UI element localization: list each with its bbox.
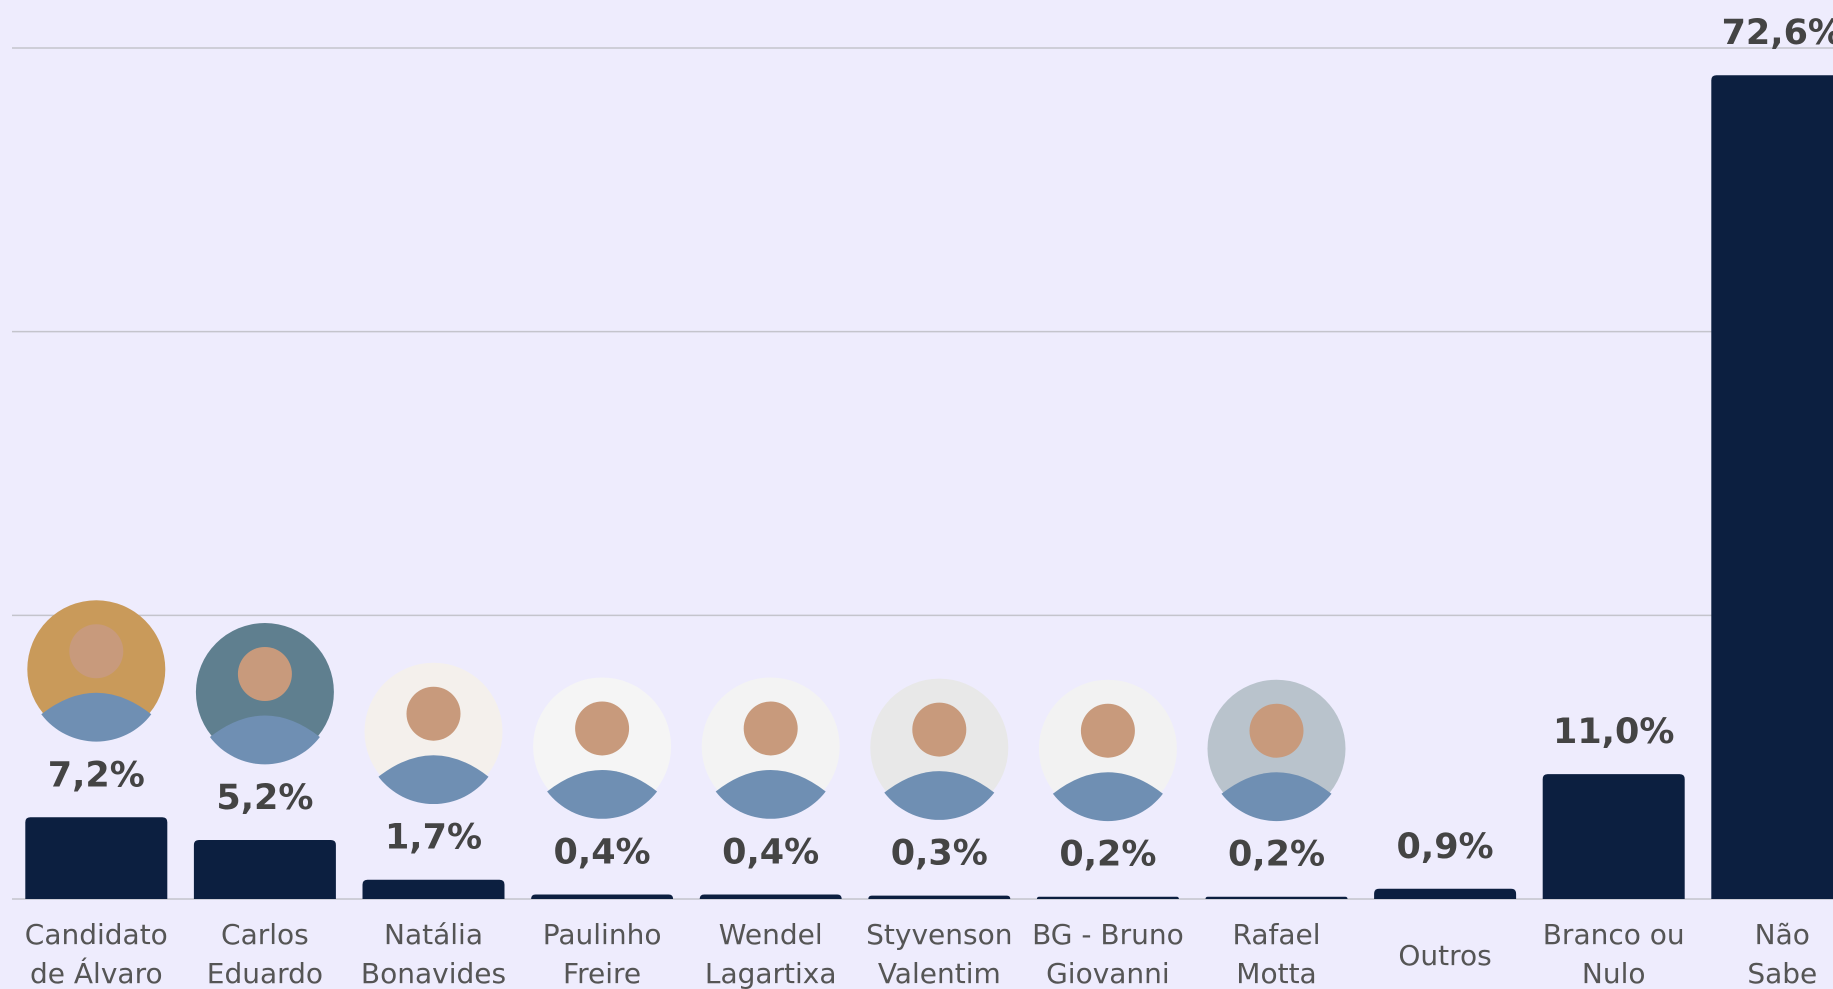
x-tick-label: Natália: [384, 918, 483, 951]
photo-head: [912, 702, 967, 757]
photo-head: [237, 646, 292, 701]
photo-head: [1080, 703, 1135, 758]
photo-head: [575, 701, 630, 756]
candidate-photo: [364, 662, 503, 805]
bar: [1205, 896, 1348, 899]
bar: [531, 894, 674, 899]
x-tick-label: Outros: [1398, 939, 1491, 972]
x-tick-label: BG - Bruno: [1032, 918, 1184, 951]
value-label: 0,3%: [891, 834, 988, 874]
photo-body: [1052, 772, 1163, 822]
photo-head: [406, 686, 461, 741]
photo-body: [209, 715, 320, 765]
x-tick-label: Giovanni: [1046, 957, 1170, 989]
x-tick-label: Eduardo: [207, 957, 323, 989]
x-tick-label: Não: [1755, 918, 1810, 951]
value-label: 72,6%: [1722, 13, 1833, 53]
candidate-photo: [1038, 679, 1177, 822]
value-label: 0,4%: [722, 832, 819, 872]
bar: [1036, 896, 1179, 899]
x-tick-label: Paulinho: [543, 918, 662, 951]
photo-body: [884, 771, 995, 820]
x-tick-label: Lagartixa: [705, 957, 837, 989]
x-tick-label: Styvenson: [866, 918, 1012, 951]
candidate-photo: [195, 622, 334, 765]
bar: [362, 879, 505, 899]
candidate-photo: [701, 677, 840, 819]
photo-body: [1221, 772, 1332, 822]
x-tick-label: Wendel: [719, 918, 823, 951]
x-tick-label: Sabe: [1747, 957, 1817, 989]
bar: [699, 894, 842, 899]
bar: [1542, 774, 1685, 899]
x-tick-label: Candidato: [25, 918, 168, 951]
x-tick-label: Bonavides: [361, 957, 506, 989]
x-tick-label: Nulo: [1582, 957, 1646, 989]
x-tick-label: de Álvaro: [30, 956, 163, 989]
x-tick-label: Motta: [1236, 957, 1316, 989]
bar: [193, 839, 336, 899]
x-tick-label: Branco ou: [1543, 918, 1685, 951]
x-tick-label: Freire: [563, 957, 641, 989]
value-label: 0,2%: [1059, 835, 1156, 875]
bar: [868, 895, 1011, 899]
photo-body: [547, 769, 658, 819]
value-label: 0,4%: [554, 832, 651, 872]
value-label: 11,0%: [1553, 712, 1674, 752]
candidate-photo: [533, 677, 672, 819]
x-tick-label: Carlos: [221, 918, 309, 951]
value-label: 0,9%: [1397, 827, 1494, 867]
x-tick-label: Valentim: [878, 957, 1001, 989]
candidate-photo: [27, 600, 166, 742]
bar: [25, 817, 168, 899]
bar: [1374, 888, 1517, 899]
photo-head: [69, 624, 124, 679]
photo-head: [743, 701, 798, 756]
bar: [1711, 75, 1833, 899]
candidate-photo: [870, 678, 1009, 820]
photo-body: [378, 755, 489, 805]
value-label: 7,2%: [48, 755, 145, 795]
photo-head: [1249, 703, 1304, 758]
candidate-photo: [1207, 679, 1346, 822]
value-label: 5,2%: [216, 778, 313, 818]
photo-body: [41, 692, 152, 742]
x-tick-label: Rafael: [1232, 918, 1320, 951]
photo-body: [715, 769, 826, 819]
value-label: 1,7%: [385, 818, 482, 858]
value-label: 0,2%: [1228, 835, 1325, 875]
